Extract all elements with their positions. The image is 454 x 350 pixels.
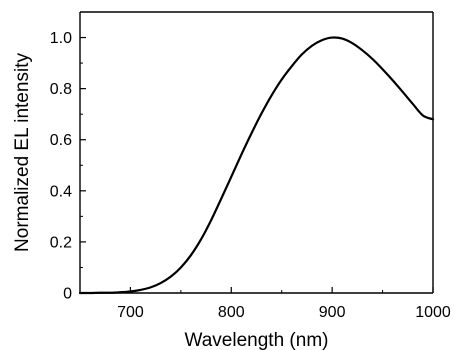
x-tick-label: 700: [117, 304, 144, 321]
series-layer: [78, 36, 435, 295]
y-tick-label: 0.4: [50, 183, 72, 200]
x-tick-label: 1000: [415, 304, 451, 321]
y-tick-label: 0.8: [50, 81, 72, 98]
y-tick-label: 0: [63, 286, 72, 303]
y-axis-title: Normalized EL intensity: [12, 53, 33, 252]
plot-frame: [79, 11, 434, 294]
x-tick-label: 900: [319, 304, 346, 321]
series-line: [78, 36, 435, 295]
x-axis-title: Wavelength (nm): [185, 330, 329, 350]
x-tick-label: 800: [218, 304, 245, 321]
y-tick-label: 0.6: [50, 132, 72, 149]
y-tick-label: 1.0: [50, 30, 72, 47]
x-axis-ticks: 700 800 900 1000: [79, 287, 451, 321]
y-tick-label: 0.2: [50, 234, 72, 251]
